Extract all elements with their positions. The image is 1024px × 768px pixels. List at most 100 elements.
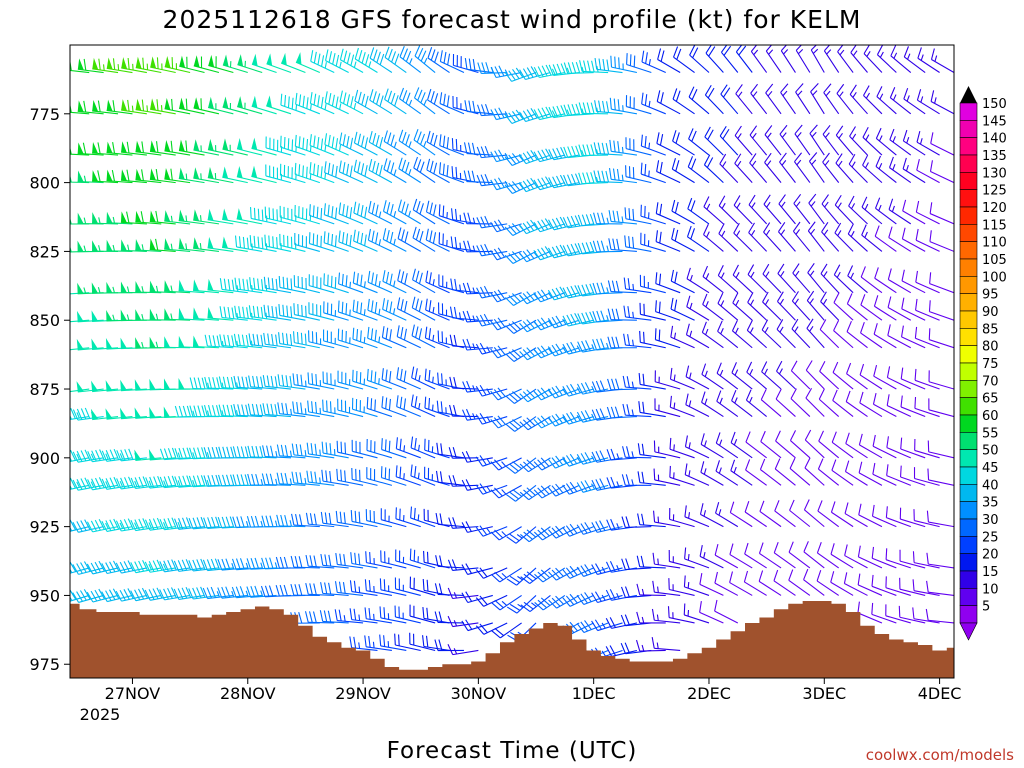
wind-barb (823, 45, 840, 73)
wind-barb (592, 282, 623, 295)
wind-barb (121, 99, 147, 115)
colorbar-label: 150 (982, 97, 1007, 112)
wind-barb (624, 207, 652, 225)
wind-barb (605, 645, 638, 657)
wind-barb (251, 165, 277, 184)
wind-barb (655, 272, 681, 294)
wind-barb (279, 205, 306, 225)
wind-barb (447, 644, 479, 656)
wind-barb (86, 560, 119, 575)
wind-barb (702, 293, 724, 321)
wind-barb (463, 142, 493, 156)
wind-barb (305, 554, 335, 569)
wind-barb (847, 223, 868, 252)
wind-barb (885, 604, 911, 624)
wind-barb (876, 45, 897, 73)
wind-barb (789, 499, 811, 528)
wind-barb (885, 506, 911, 528)
wind-barb (791, 291, 811, 321)
wind-barb (352, 271, 378, 294)
wind-barb (686, 225, 710, 252)
wind-barb (249, 277, 277, 294)
wind-barb (656, 90, 681, 115)
wind-barb (295, 92, 321, 115)
wind-barb (817, 458, 840, 486)
wind-barb (381, 326, 407, 349)
wind-barb (134, 407, 162, 419)
wind-barb (928, 398, 954, 418)
wind-barb (578, 144, 609, 157)
wind-barb (233, 333, 263, 349)
wind-barb (411, 296, 436, 321)
wind-barb (622, 446, 652, 459)
wind-barb (381, 368, 407, 390)
wind-barb (506, 526, 537, 544)
wind-barb (70, 319, 90, 323)
wind-barb (639, 274, 666, 294)
wind-barb (626, 53, 652, 74)
wind-barb (291, 513, 320, 528)
wind-barb (833, 264, 854, 294)
wind-barb (731, 362, 753, 390)
wind-barb (779, 152, 796, 183)
wind-barb (748, 222, 768, 252)
wind-barb (164, 139, 191, 156)
wind-barb (305, 583, 335, 596)
wind-barb (819, 360, 840, 390)
wind-barb (70, 146, 90, 156)
wind-barb (383, 130, 407, 156)
wind-barb (888, 226, 912, 252)
wind-barb (178, 237, 205, 252)
colorbar-swatch (959, 605, 978, 624)
wind-barb (928, 328, 954, 349)
wind-barb (749, 153, 768, 183)
wind-barb (929, 272, 954, 294)
colorbar-label: 90 (982, 305, 999, 320)
wind-barb (640, 134, 666, 156)
colorbar-swatch (959, 137, 978, 156)
wind-barb (845, 432, 868, 459)
wind-barb (308, 232, 335, 252)
wind-barb (871, 546, 897, 569)
wind-barb (857, 545, 883, 569)
wind-barb (247, 403, 277, 418)
wind-barb (685, 365, 710, 390)
wind-barb (831, 431, 854, 459)
wind-barb (350, 510, 378, 528)
wind-barb (794, 124, 811, 156)
wind-barb (912, 607, 940, 624)
wind-barb (237, 96, 263, 115)
wind-barb (899, 465, 926, 486)
wind-barb (519, 416, 551, 431)
wind-barb (322, 371, 349, 390)
wind-barb (439, 134, 465, 156)
wind-barb (830, 501, 854, 528)
wind-barb (149, 168, 176, 184)
wind-barb (928, 300, 954, 321)
wind-barb (277, 374, 306, 390)
wind-barb (657, 48, 681, 73)
wind-barb (193, 167, 220, 184)
wind-barb (915, 270, 940, 294)
wind-barb (278, 304, 306, 321)
wind-barb (424, 326, 450, 349)
wind-barb (174, 447, 205, 460)
wind-barb (120, 211, 147, 225)
wind-barb (368, 158, 393, 184)
wind-barb (504, 250, 537, 265)
wind-barb (759, 458, 782, 486)
wind-barb (621, 558, 652, 571)
wind-barb (490, 289, 522, 303)
wind-barb (149, 406, 176, 419)
wind-barb (747, 264, 768, 294)
wind-barb (338, 272, 364, 294)
wind-barb (398, 129, 422, 156)
wind-barb (808, 193, 825, 225)
wind-barb (685, 393, 710, 418)
wind-barb (149, 378, 176, 391)
wind-barb (70, 416, 71, 418)
wind-barb (533, 457, 566, 471)
wind-barb (655, 300, 681, 321)
wind-barb (135, 56, 162, 74)
wind-barb (669, 465, 695, 486)
